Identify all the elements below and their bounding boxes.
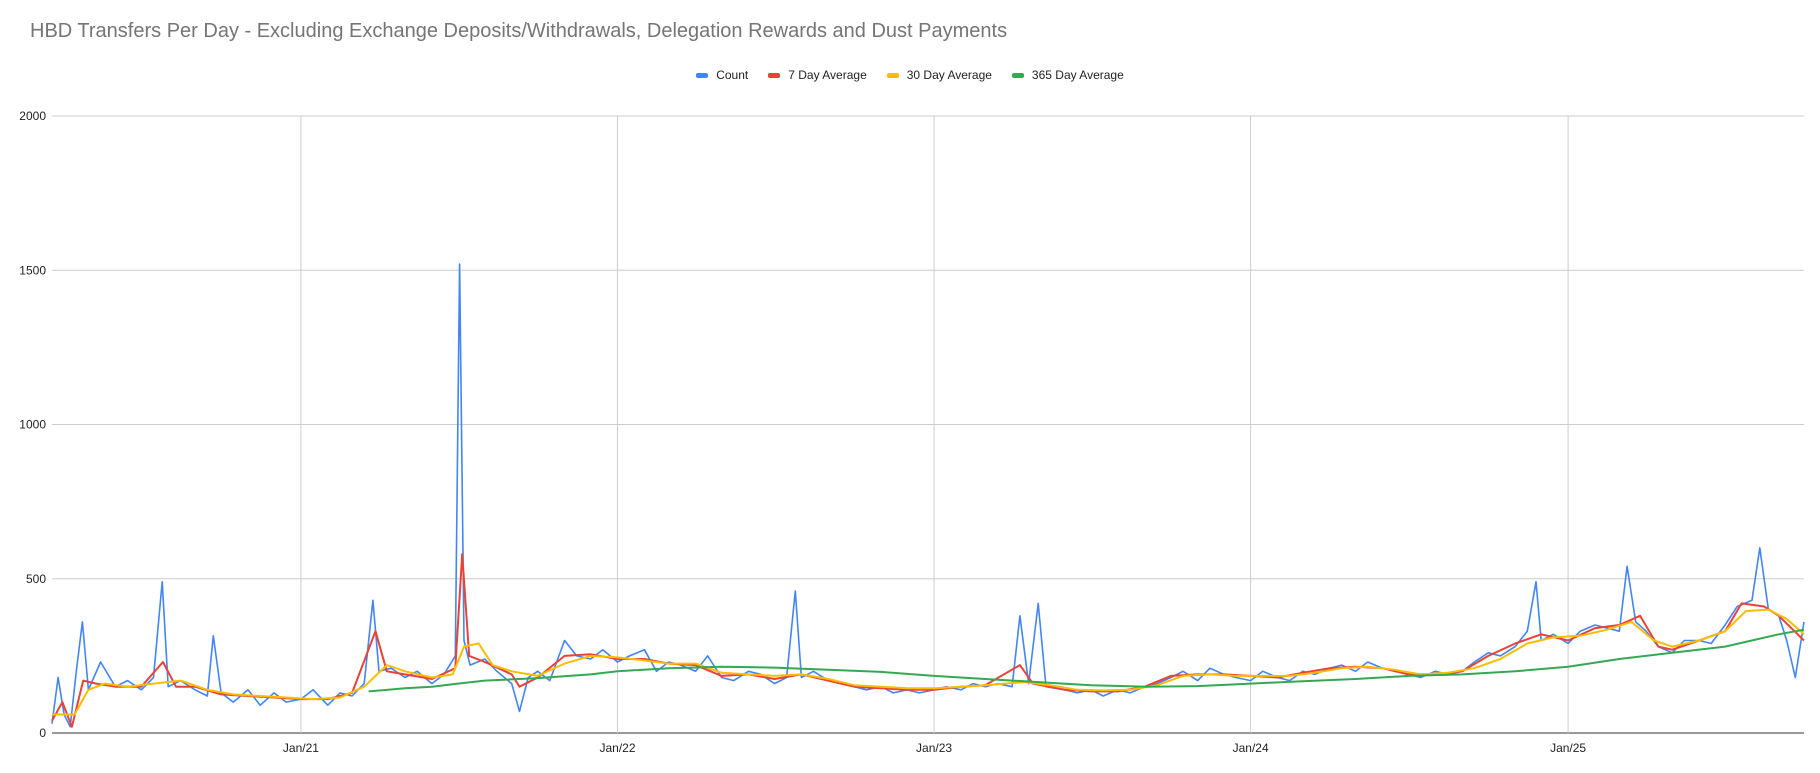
series-line-365-day-average [368, 628, 1805, 693]
legend-label-365day: 365 Day Average [1031, 68, 1124, 82]
legend-item-365day[interactable]: 365 Day Average [1011, 68, 1124, 82]
legend-item-count[interactable]: Count [696, 68, 748, 82]
legend-item-30day[interactable]: 30 Day Average [886, 68, 992, 82]
legend-swatch-365day [1011, 72, 1024, 78]
y-tick-label: 1000 [19, 418, 46, 432]
series-line-count [51, 263, 1805, 728]
legend-label-7day: 7 Day Average [788, 68, 867, 82]
legend-swatch-30day [886, 72, 899, 78]
legend-swatch-7day [768, 72, 781, 78]
x-tick-label: Jan/23 [916, 741, 952, 755]
legend-swatch-count [696, 72, 709, 78]
chart-legend: Count 7 Day Average 30 Day Average 365 D… [0, 68, 1820, 82]
x-tick-label: Jan/24 [1233, 741, 1269, 755]
y-tick-label: 0 [39, 726, 46, 740]
legend-label-count: Count [716, 68, 749, 82]
series-line-30-day-average [52, 608, 1805, 716]
x-tick-label: Jan/22 [599, 741, 635, 755]
y-tick-label: 500 [26, 572, 46, 586]
legend-item-7day[interactable]: 7 Day Average [768, 68, 867, 82]
y-tick-label: 2000 [19, 109, 46, 123]
x-tick-label: Jan/21 [283, 741, 319, 755]
chart-title: HBD Transfers Per Day - Excluding Exchan… [30, 20, 1008, 42]
y-tick-label: 1500 [19, 263, 46, 277]
x-tick-label: Jan/25 [1550, 741, 1586, 755]
legend-label-30day: 30 Day Average [906, 68, 992, 82]
